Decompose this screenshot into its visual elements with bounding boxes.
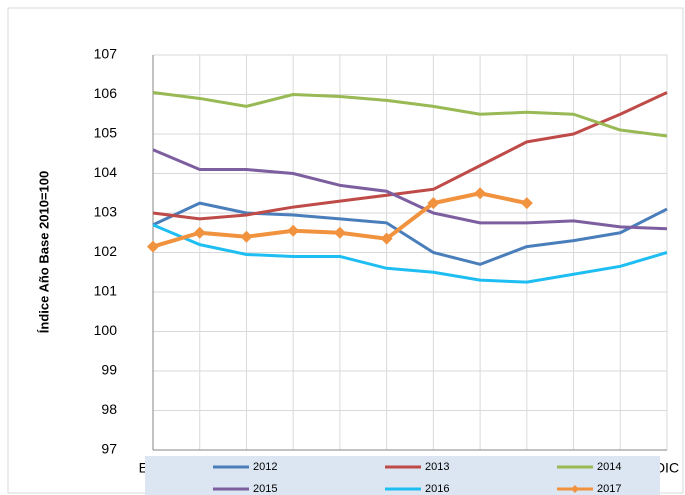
- y-tick-label: 102: [94, 243, 118, 259]
- y-tick-label: 99: [101, 362, 117, 378]
- point-marker: [380, 232, 393, 245]
- y-tick-label: 101: [94, 283, 118, 299]
- series-line: [152, 201, 668, 266]
- y-tick-label: 98: [101, 401, 117, 417]
- y-tick-label: 97: [101, 441, 117, 457]
- legend: 2012 2013 2014 2015 2016 2017: [145, 456, 660, 495]
- legend-label: 2013: [425, 461, 449, 473]
- point-marker: [147, 240, 159, 253]
- point-marker: [287, 224, 300, 237]
- point-marker: [240, 230, 253, 243]
- point-marker: [333, 226, 346, 239]
- point-marker: [474, 187, 487, 200]
- series-line: [152, 223, 668, 284]
- y-tick-label: 106: [94, 85, 118, 101]
- y-tick-label: 107: [94, 46, 118, 62]
- legend-label: 2012: [253, 461, 277, 473]
- series-line: [152, 91, 668, 221]
- y-tick-label: 100: [94, 322, 118, 338]
- point-marker: [520, 197, 533, 210]
- legend-marker: [571, 485, 579, 493]
- legend-label: 2016: [425, 483, 449, 495]
- point-marker: [193, 226, 206, 239]
- series-line: [152, 148, 668, 231]
- y-axis-title: Índice Año Base 2010=100: [36, 171, 51, 333]
- legend-label: 2014: [597, 461, 621, 473]
- legend-label: 2015: [253, 483, 277, 495]
- chart-border: [7, 7, 684, 494]
- y-tick-label: 103: [94, 204, 118, 220]
- y-tick-label: 104: [94, 164, 118, 180]
- series-line: [152, 91, 668, 138]
- y-tick-label: 105: [94, 125, 118, 141]
- x-tick-label: DIC: [655, 460, 679, 476]
- legend-label: 2017: [597, 483, 621, 495]
- point-marker: [427, 197, 440, 210]
